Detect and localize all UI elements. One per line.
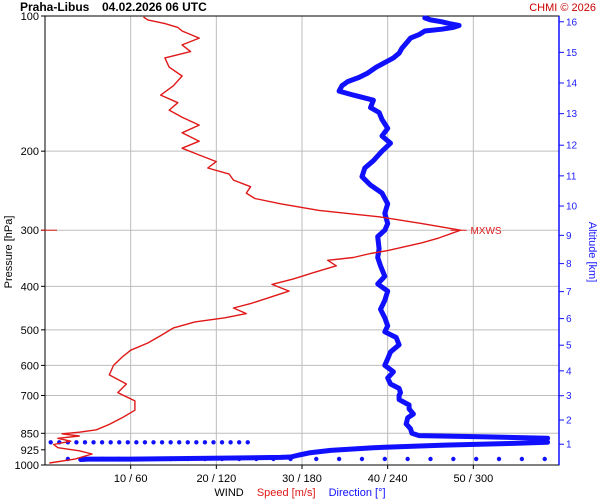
direction-point [82,440,88,445]
altitude-tick-label: 2 [566,416,572,427]
x-tick-label: 20 / 120 [196,473,236,485]
x-axis-label: WIND Speed [m/s] Direction [°] [214,487,385,499]
direction-point [99,456,105,462]
direction-point [254,456,259,462]
x-tick-label: 10 / 60 [114,473,148,485]
direction-point [202,456,208,462]
pressure-tick-label: 500 [21,325,39,337]
x-ticks: 10 / 60 20 / 120 30 / 180 40 / 240 50 / 300 [114,465,493,485]
altitude-tick-label: 3 [566,391,572,402]
direction-point [99,440,105,445]
direction-point [219,456,225,462]
direction-point [91,440,96,445]
direction-point [428,456,433,462]
altitude-tick-label: 13 [566,109,578,120]
direction-point [108,440,113,445]
altitude-tick-label: 6 [566,314,572,325]
direction-point [228,440,233,445]
direction-point [117,456,122,462]
direction-point [194,440,199,445]
pressure-tick-label: 700 [21,390,39,402]
x-axis-label-speed: Speed [m/s] [257,487,316,499]
altitude-tick-label: 15 [566,48,578,59]
altitude-tick-label: 1 [566,440,572,451]
direction-point [382,456,388,462]
station-title: Praha-Libus [20,0,90,14]
pressure-tick-label: 300 [21,225,39,237]
pressure-tick-label: 925 [21,445,39,457]
direction-series-line [78,15,551,462]
direction-point [496,456,502,462]
pressure-tick-label: 100 [21,11,39,23]
direction-point [134,440,139,445]
credit-text: CHMI © 2026 [529,2,596,14]
datetime-title: 04.02.2026 06 UTC [102,0,207,14]
pressure-tick-label: 1000 [15,460,39,472]
direction-point [288,456,293,462]
altitude-tick-label: 14 [566,78,578,89]
direction-point [236,456,242,462]
y-axis-label-altitude: Altitude [km] [586,222,598,283]
x-axis-label-prefix: WIND [214,487,243,499]
x-tick-label: 40 / 240 [368,473,408,485]
direction-point [202,440,208,445]
direction-point [245,440,250,445]
direction-point [185,456,190,462]
direction-point [185,440,190,445]
x-axis-label-direction: Direction [°] [329,487,386,499]
pressure-tick-label: 200 [21,146,39,158]
series-layer [48,15,551,464]
pressure-tick-label: 400 [21,281,39,293]
direction-point [151,440,156,445]
direction-point [125,440,131,445]
direction-point [336,456,342,462]
direction-point [159,440,165,445]
mxws-label: MXWS [470,226,501,237]
direction-point [519,456,525,462]
direction-point [219,440,225,445]
annotation-layer: MXWS [41,226,502,237]
altitude-tick-label: 16 [566,17,578,28]
direction-point [451,456,456,462]
direction-point [168,440,173,445]
x-tick-label: 50 / 300 [453,473,493,485]
altitude-tick-label: 8 [566,259,572,270]
altitude-tick-label: 10 [566,202,578,213]
direction-point [211,440,216,445]
pressure-ticks: 100 200 300 400 500 600 700 850 925 1000 [15,11,45,472]
altitude-tick-label: 9 [566,231,572,242]
altitude-tick-label: 5 [566,341,572,352]
direction-point [314,456,319,462]
direction-point [168,456,173,462]
altitude-tick-label: 4 [566,366,572,377]
direction-point [473,456,479,462]
direction-point [82,456,88,462]
direction-point [74,440,79,445]
direction-point [405,456,410,462]
direction-point [236,440,242,445]
speed-series-line [49,16,462,464]
altitude-tick-label: 12 [566,141,578,152]
direction-point [151,456,156,462]
y-axis-label-pressure: Pressure [hPa] [3,216,15,289]
direction-point [134,456,139,462]
direction-point [48,440,53,445]
altitude-tick-label: 7 [566,287,572,298]
direction-point [142,440,148,445]
x-tick-label: 30 / 180 [282,473,322,485]
pressure-tick-label: 600 [21,360,39,372]
direction-point [271,456,276,462]
altitude-tick-label: 11 [566,171,577,182]
direction-point [117,440,122,445]
direction-point [542,456,547,462]
direction-point [177,440,182,445]
pressure-tick-label: 850 [21,428,39,440]
grid-lines [45,16,559,465]
direction-point [359,456,365,462]
